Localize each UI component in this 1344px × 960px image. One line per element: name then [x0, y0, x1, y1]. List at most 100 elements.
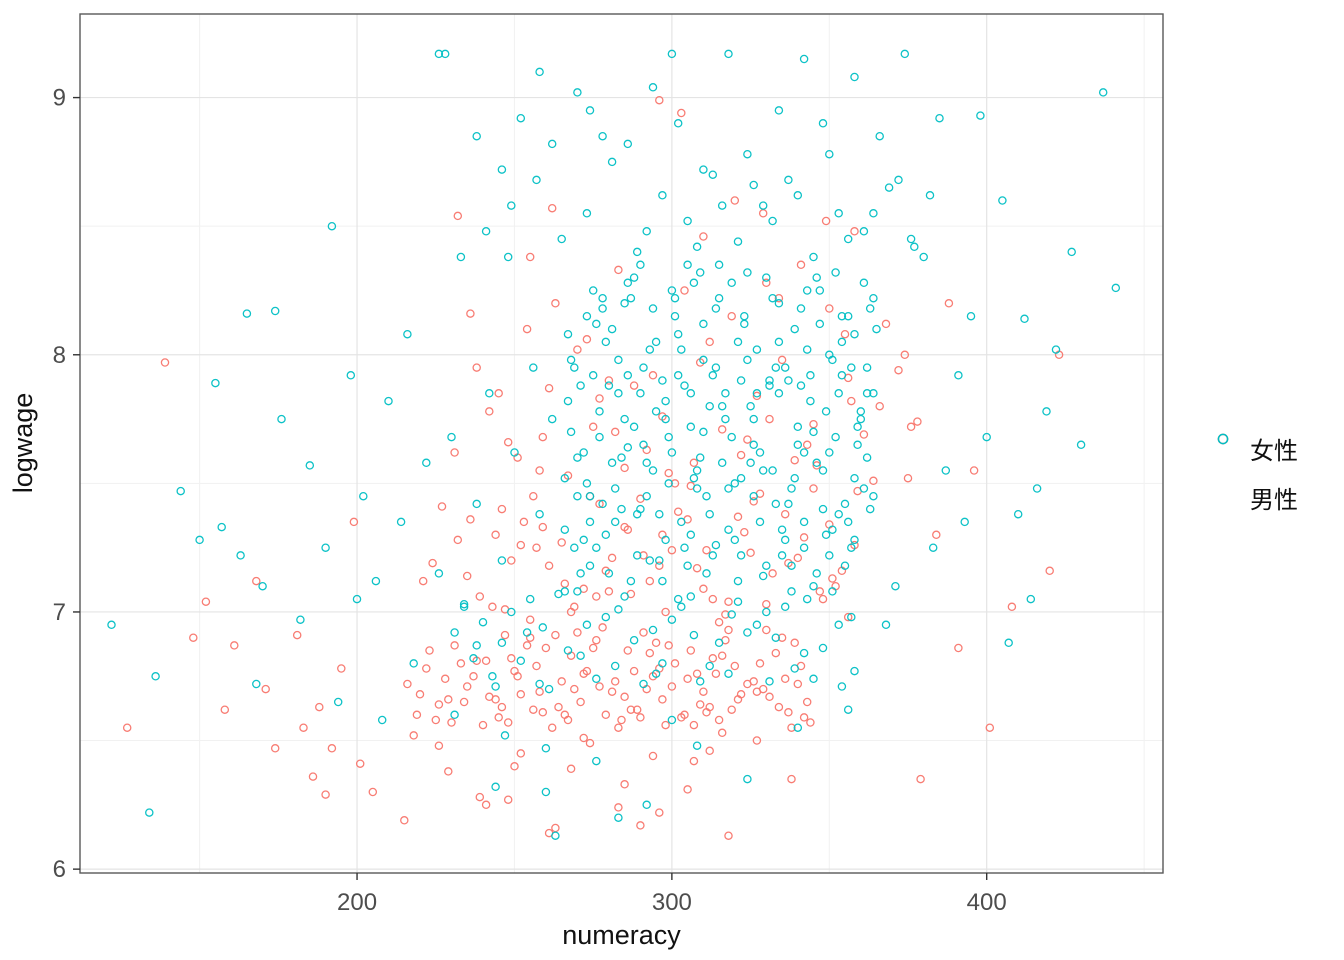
data-point-male: [749, 180, 758, 190]
data-point-male: [812, 569, 821, 578]
data-point-female: [799, 713, 809, 722]
data-point-male: [497, 165, 507, 174]
data-point-male: [620, 592, 629, 601]
data-point-male: [500, 731, 510, 740]
data-point-male: [623, 371, 633, 380]
data-point-female: [466, 309, 475, 318]
data-point-male: [585, 106, 595, 115]
data-point-male: [765, 376, 774, 385]
data-point-male: [563, 646, 573, 655]
data-point-male: [321, 543, 330, 552]
data-point-female: [337, 664, 346, 673]
data-point-male: [815, 319, 825, 329]
data-point-male: [865, 504, 875, 514]
data-point-female: [554, 702, 563, 712]
data-point-male: [456, 252, 466, 262]
data-point-male: [733, 597, 743, 606]
data-point-male: [670, 311, 680, 321]
data-point-male: [853, 422, 862, 432]
data-point-male: [784, 175, 793, 185]
data-point-male: [976, 111, 985, 120]
data-point-female: [658, 695, 667, 704]
data-point-female: [913, 417, 922, 426]
data-point-female: [916, 774, 925, 784]
data-point-male: [667, 49, 677, 59]
data-point-male: [551, 831, 560, 840]
data-point-female: [809, 419, 818, 429]
data-point-male: [790, 324, 799, 334]
data-point-male: [815, 286, 825, 295]
data-point-male: [733, 337, 743, 347]
data-point-male: [588, 371, 598, 380]
data-point-male: [620, 299, 629, 308]
data-point-female: [579, 669, 588, 678]
data-point-female: [636, 713, 645, 722]
data-point-male: [384, 396, 393, 406]
data-point-male: [563, 396, 573, 406]
data-point-male: [809, 674, 818, 684]
data-point-male: [780, 602, 790, 612]
data-point-female: [639, 628, 648, 637]
data-point-male: [661, 535, 670, 545]
data-point-male: [576, 651, 585, 660]
data-point-male: [629, 635, 639, 645]
data-point-male: [592, 674, 601, 684]
data-point-female: [743, 435, 752, 444]
data-point-male: [610, 484, 620, 493]
data-point-female: [588, 643, 598, 653]
data-point-male: [346, 371, 356, 380]
data-point-female: [664, 468, 673, 478]
data-point-female: [614, 803, 623, 812]
data-point-female: [655, 808, 664, 817]
data-point-female: [648, 371, 658, 380]
data-point-male: [570, 543, 579, 552]
data-point-male: [765, 677, 774, 686]
data-point-male: [677, 602, 686, 612]
data-point-male: [673, 329, 683, 339]
data-point-male: [557, 234, 566, 244]
data-point-male: [699, 427, 708, 437]
data-point-male: [689, 630, 699, 640]
data-point-female: [462, 571, 472, 581]
data-point-male: [582, 620, 592, 630]
data-point-male: [673, 371, 683, 380]
data-point-male: [825, 448, 834, 457]
data-point-female: [456, 659, 466, 668]
data-point-male: [658, 376, 667, 385]
data-point-male: [910, 242, 919, 252]
data-point-male: [891, 581, 900, 591]
data-point-male: [469, 654, 478, 663]
data-point-male: [610, 517, 620, 527]
data-point-female: [472, 363, 481, 372]
data-point-male: [645, 556, 655, 565]
data-point-male: [516, 656, 526, 666]
data-point-male: [677, 345, 686, 354]
data-point-male: [623, 278, 633, 288]
data-point-female: [576, 697, 585, 707]
data-point-male: [604, 381, 614, 390]
data-point-male: [620, 414, 629, 424]
data-point-female: [497, 702, 507, 712]
data-point-female: [623, 646, 633, 655]
data-point-male: [573, 587, 582, 596]
data-point-female: [765, 414, 774, 424]
data-point-female: [592, 635, 601, 645]
data-point-male: [683, 260, 692, 270]
data-point-female: [614, 723, 623, 732]
data-point-male: [736, 376, 746, 385]
data-point-male: [818, 119, 828, 128]
data-point-male: [809, 581, 818, 591]
data-point-female: [610, 427, 620, 437]
data-point-female: [954, 643, 963, 653]
data-point-male: [752, 345, 762, 354]
data-point-male: [702, 569, 711, 578]
data-point-male: [796, 304, 806, 313]
data-point-male: [673, 594, 683, 604]
data-point-female: [629, 666, 639, 676]
data-point-male: [843, 234, 853, 244]
data-point-male: [727, 610, 736, 619]
data-point-male: [714, 260, 724, 270]
data-point-female: [724, 625, 733, 635]
data-point-male: [651, 337, 661, 347]
data-point-male: [743, 268, 752, 277]
